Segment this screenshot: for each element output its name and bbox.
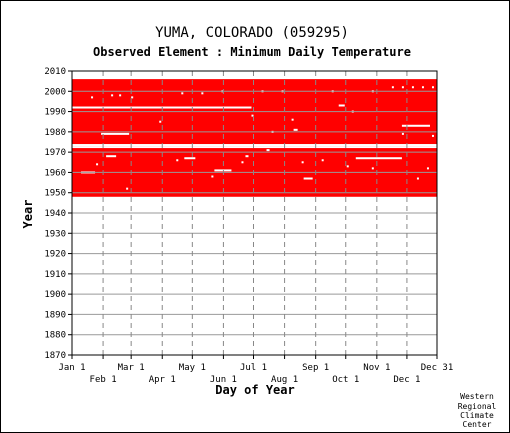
gap-mark-0 [72,146,437,149]
missing-speck-2 [131,96,134,99]
y-tick-label-1880: 1880 [44,331,66,341]
missing-speck-15 [91,96,94,99]
x-tick-label-top-3: Jul 1 [240,363,267,373]
x-tick-label-top-6: Dec 31 [421,363,454,373]
y-tick-label-1890: 1890 [44,310,66,320]
missing-speck-27 [291,118,294,121]
y-tick-label-1940: 1940 [44,209,66,219]
x-tick-label-top-0: Jan 1 [58,363,85,373]
gap-mark-3 [401,124,430,127]
y-tick-label-1920: 1920 [44,250,66,260]
missing-speck-24 [416,177,419,180]
axis-layer: 2010 2000 1990 1980 1970 1960 1950 1940 1930 1920… [44,67,453,385]
chart-subtitle: Observed Element : Minimum Daily Tempera… [93,45,411,59]
missing-speck-22 [346,165,349,168]
y-tick-label-2010: 2010 [44,67,66,77]
x-tick-label-top-5: Nov 1 [363,363,390,373]
gap-mark-9 [338,104,345,107]
x-tick-label-bottom-1: Apr 1 [149,375,176,385]
y-tick-label-1930: 1930 [44,229,66,239]
y-tick-label-1990: 1990 [44,108,66,118]
credit-line-2: Regional [458,402,497,411]
chart-title: YUMA, COLORADO (059295) [155,25,349,41]
missing-speck-18 [211,175,214,178]
gap-mark-6 [214,169,232,172]
missing-speck-13 [421,86,424,89]
y-tick-label-2000: 2000 [44,87,66,97]
missing-speck-28 [401,132,404,135]
y-tick-label-1950: 1950 [44,189,66,199]
x-tick-label-top-2: May 1 [179,363,206,373]
wrcc-credit: Western Regional Climate Center [458,392,497,429]
gap-mark-11 [355,157,402,160]
missing-speck-17 [176,159,179,162]
y-tick-label-1900: 1900 [44,290,66,300]
gap-mark-8 [303,177,313,180]
missing-speck-10 [391,86,394,89]
missing-speck-33 [251,114,254,117]
y-tick-label-1970: 1970 [44,148,66,158]
missing-speck-20 [301,161,304,164]
gap-mark-1 [72,106,252,109]
missing-speck-1 [119,94,122,97]
credit-line-1: Western [460,392,494,401]
missing-speck-4 [201,92,204,95]
missing-speck-29 [431,134,434,137]
missing-speck-14 [431,86,434,89]
missing-speck-21 [321,159,324,162]
missing-speck-19 [241,161,244,164]
x-tick-label-bottom-2: Jun 1 [210,375,237,385]
y-tick-label-1960: 1960 [44,168,66,178]
gap-mark-10 [266,149,270,152]
x-tick-label-top-4: Sep 1 [302,363,329,373]
credit-line-3: Climate [460,411,494,420]
y-tick-label-1910: 1910 [44,270,66,280]
missing-speck-0 [111,94,114,97]
y-tick-label-1980: 1980 [44,128,66,138]
missing-speck-25 [426,167,429,170]
x-tick-label-bottom-0: Feb 1 [90,375,117,385]
y-axis-label: Year [21,200,35,229]
y-tick-label-1870: 1870 [44,351,66,361]
gap-mark-13 [245,155,249,158]
x-tick-label-bottom-4: Oct 1 [332,375,359,385]
missing-speck-23 [371,167,374,170]
missing-speck-12 [411,86,414,89]
x-axis-label: Day of Year [215,383,294,397]
coverage-block-0 [72,146,437,197]
missing-speck-16 [96,163,99,166]
missing-speck-32 [126,187,129,190]
credit-line-4: Center [463,420,492,429]
gap-mark-5 [106,155,117,158]
missing-speck-11 [401,86,404,89]
gap-mark-12 [293,128,298,131]
missing-speck-3 [181,92,184,95]
gap-mark-7 [184,157,196,160]
gap-mark-2 [101,132,130,135]
x-tick-label-top-1: Mar 1 [118,363,145,373]
missing-speck-26 [159,120,162,123]
x-tick-label-bottom-3: Aug 1 [271,375,298,385]
data-coverage-layer [72,79,437,197]
x-tick-label-bottom-5: Dec 1 [393,375,420,385]
